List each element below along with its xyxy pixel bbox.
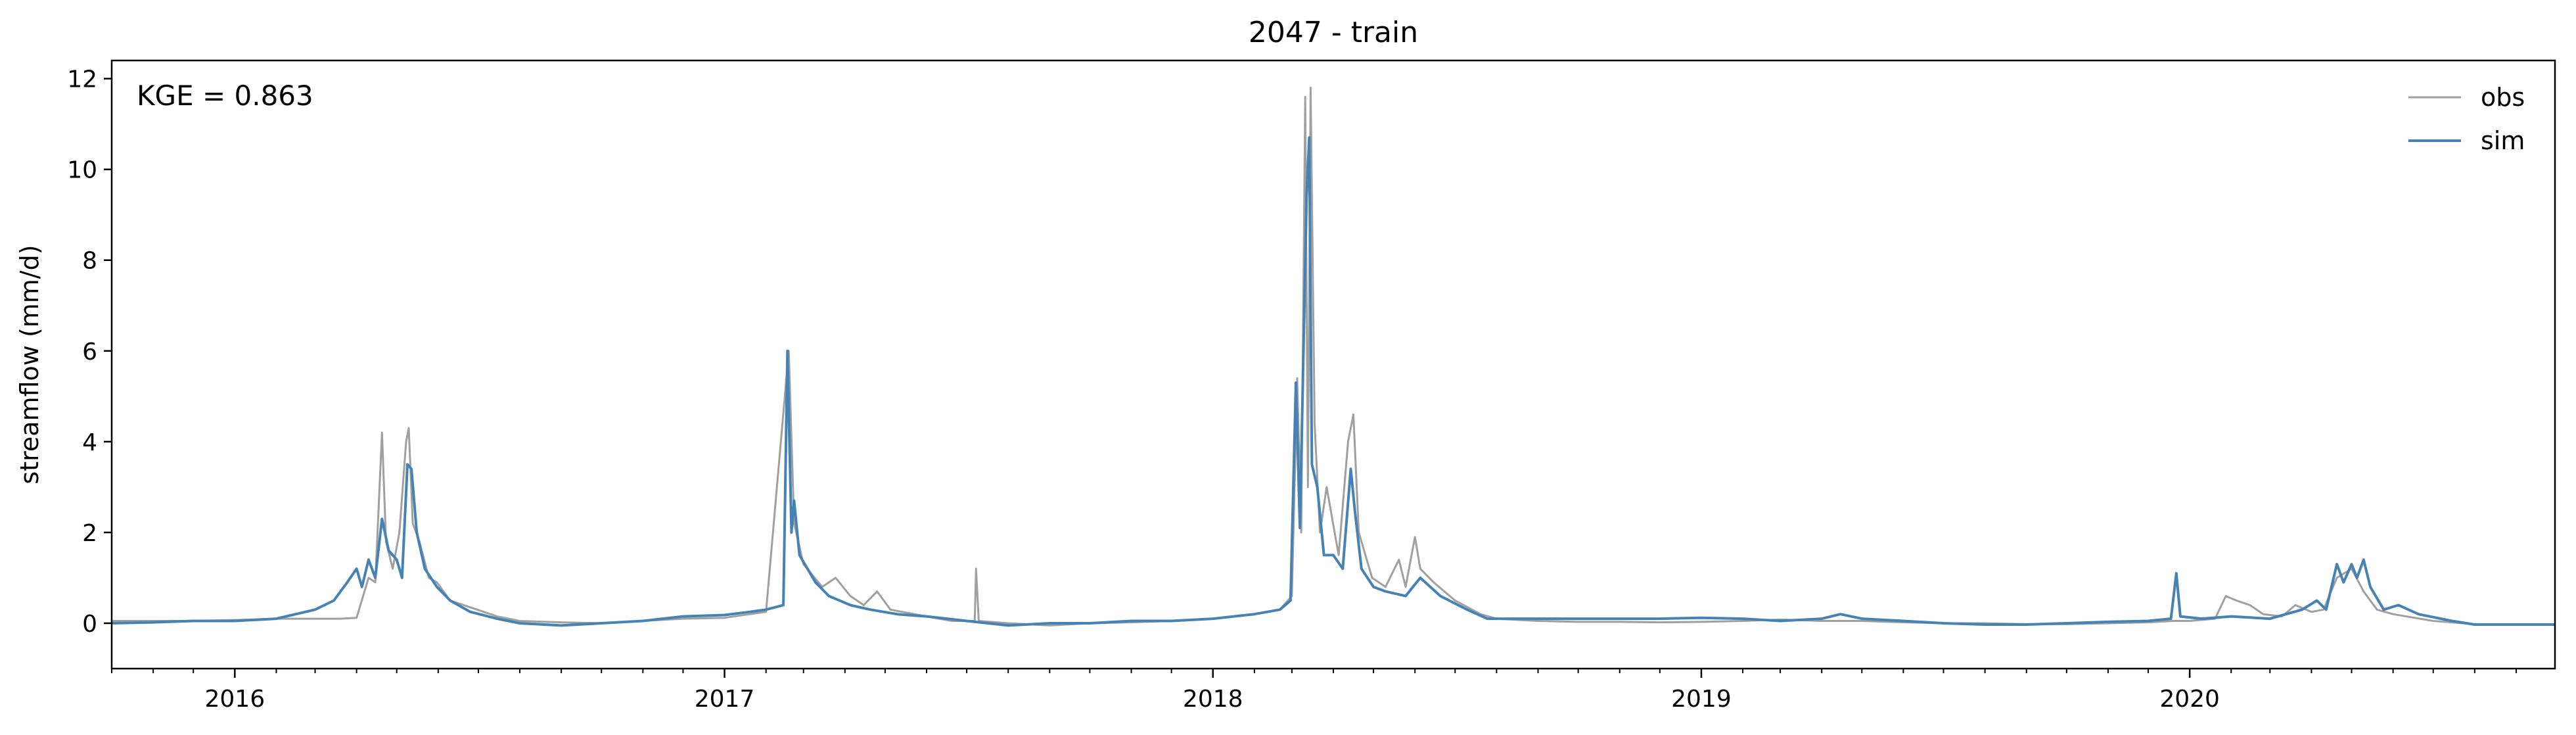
legend: obs sim [2408, 83, 2525, 155]
x-tick-label: 2016 [205, 686, 265, 713]
y-tick-label: 8 [82, 248, 97, 275]
y-tick-label: 12 [67, 66, 97, 93]
chart-title: 2047 - train [1249, 16, 1418, 49]
x-tick-label: 2018 [1183, 686, 1243, 713]
plot-frame [110, 59, 2556, 670]
kge-annotation: KGE = 0.863 [137, 80, 313, 112]
series-line-sim [111, 136, 2555, 627]
series-line-obs [112, 86, 2555, 627]
y-axis-label: streamflow (mm/d) [15, 245, 44, 484]
x-tick-label: 2020 [2159, 686, 2220, 713]
series-layer [111, 86, 2555, 627]
y-axis-ticks: 0 2 4 6 8 10 12 [67, 66, 112, 638]
x-tick-label: 2019 [1671, 686, 1732, 713]
legend-label-obs: obs [2481, 83, 2525, 112]
y-tick-label: 6 [82, 339, 97, 366]
legend-label-sim: sim [2481, 126, 2525, 155]
y-tick-label: 10 [67, 157, 97, 184]
x-axis-ticks: 2016 2017 2018 2019 2020 [111, 669, 2517, 713]
y-tick-label: 0 [82, 611, 97, 638]
x-tick-label: 2017 [695, 686, 755, 713]
y-tick-label: 4 [82, 429, 97, 456]
y-tick-label: 2 [82, 520, 97, 547]
